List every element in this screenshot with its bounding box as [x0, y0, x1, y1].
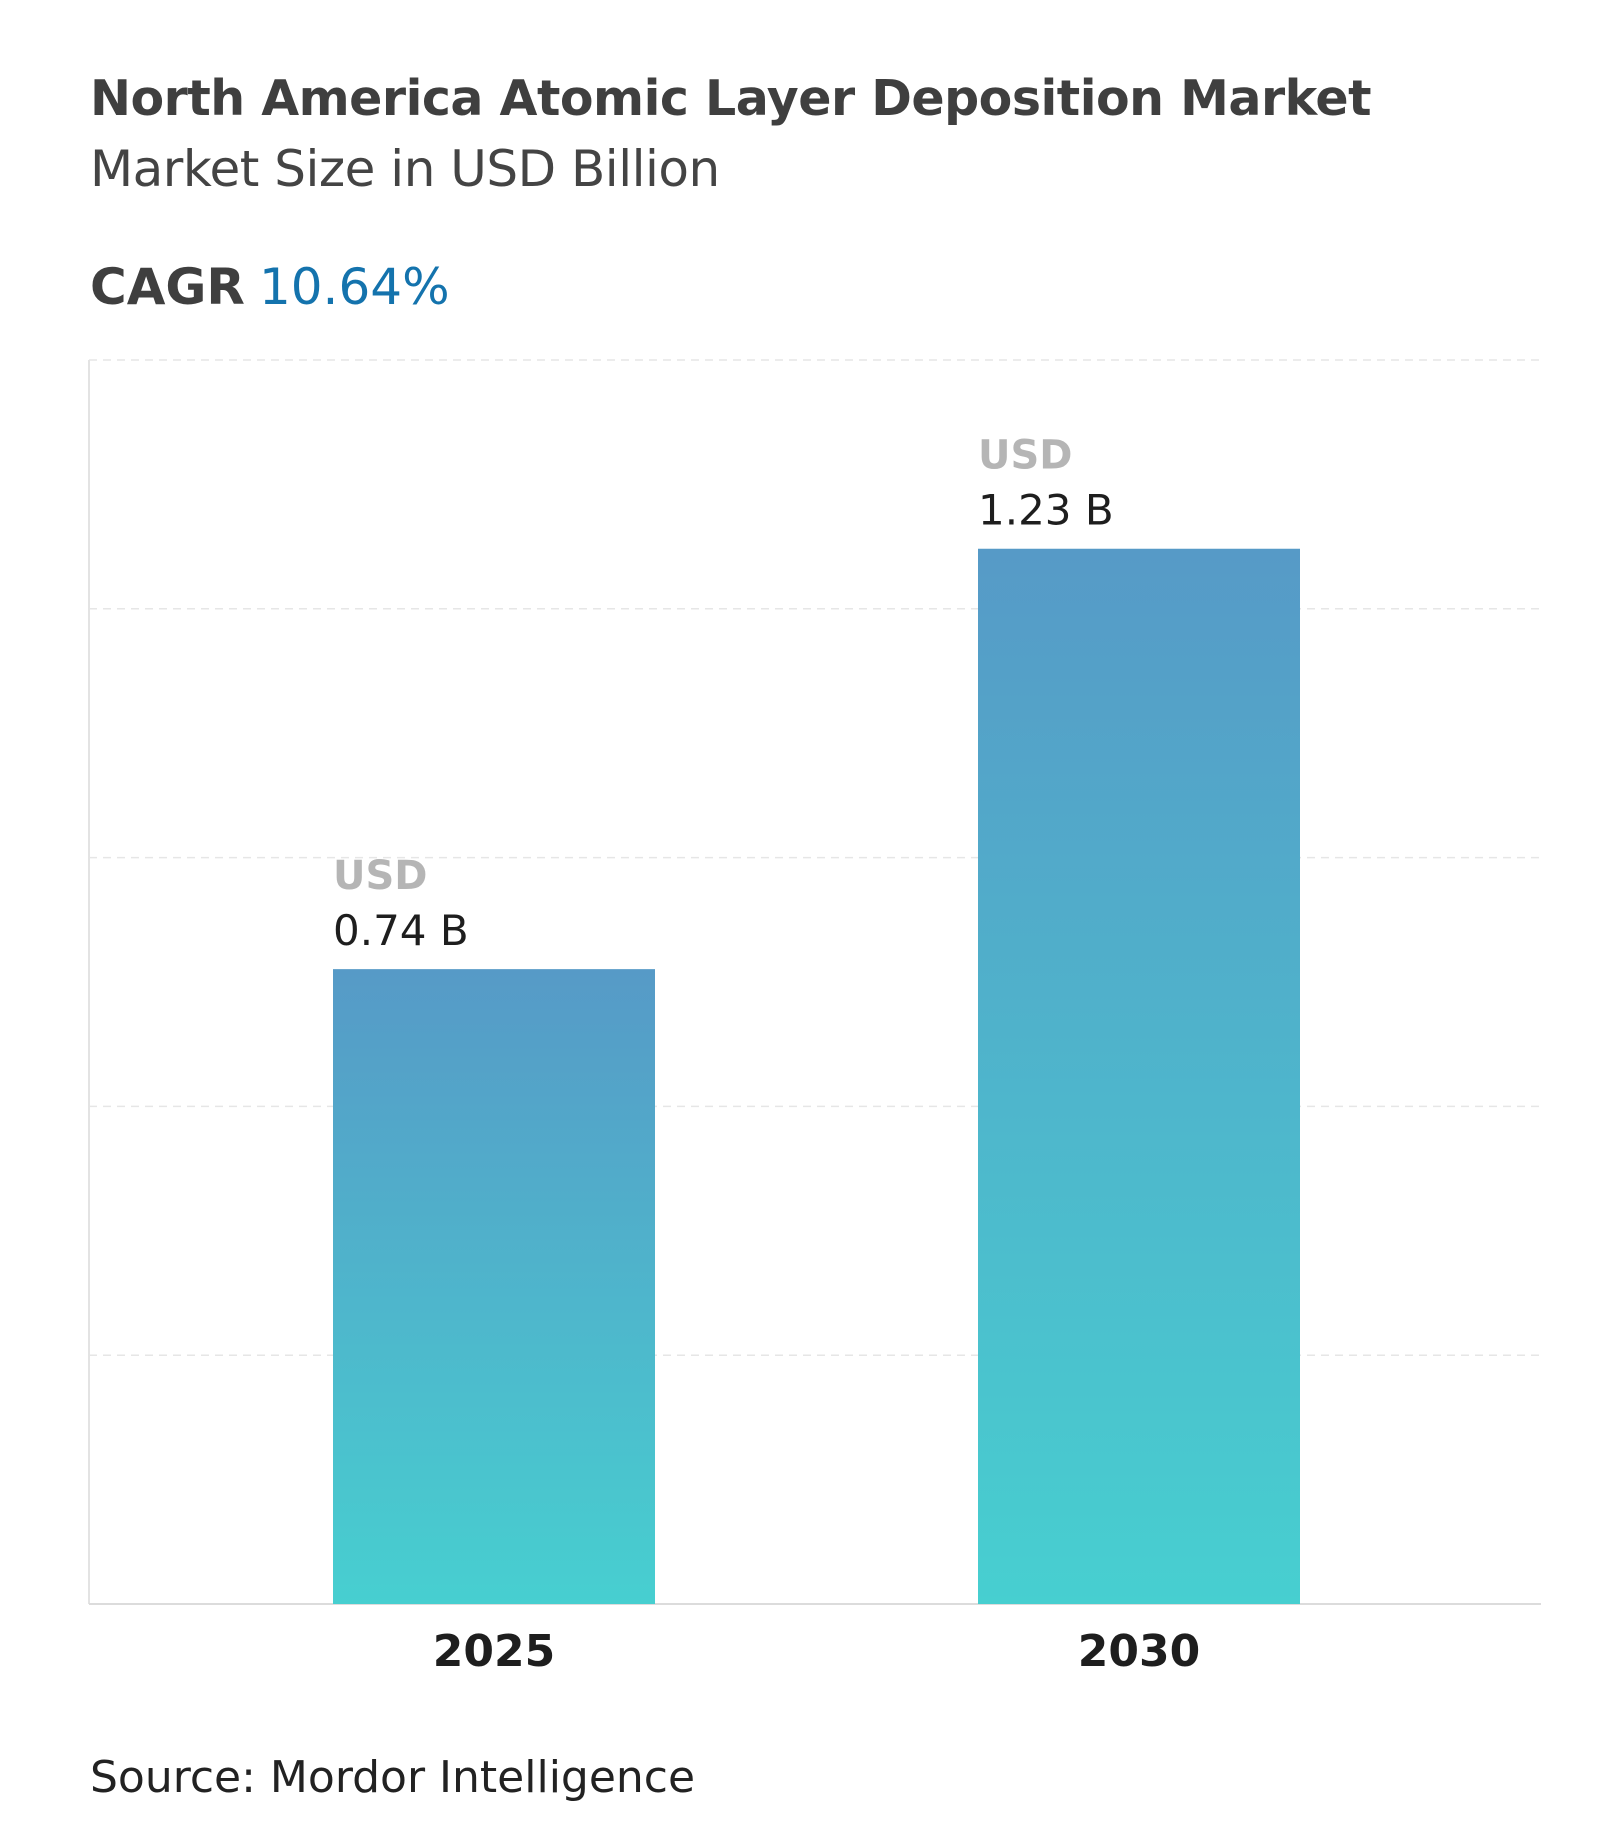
bar-2030 [978, 548, 1300, 1604]
chart-subtitle: Market Size in USD Billion [90, 140, 720, 198]
x-tick-label: 2030 [1078, 1626, 1200, 1677]
value-prefix-label: USD [333, 853, 428, 899]
x-tick-label: 2025 [433, 1626, 555, 1677]
value-label: 1.23 B [978, 486, 1114, 535]
cagr-label: CAGR [90, 258, 245, 316]
cagr-block: CAGR 10.64% [90, 258, 450, 316]
chart-title: North America Atomic Layer Deposition Ma… [90, 70, 1372, 127]
bar-2025 [333, 969, 655, 1604]
value-prefix-label: USD [978, 433, 1073, 479]
cagr-value: 10.64% [258, 258, 450, 316]
source-note: Source: Mordor Intelligence [90, 1752, 696, 1803]
value-label: 0.74 B [333, 906, 469, 955]
